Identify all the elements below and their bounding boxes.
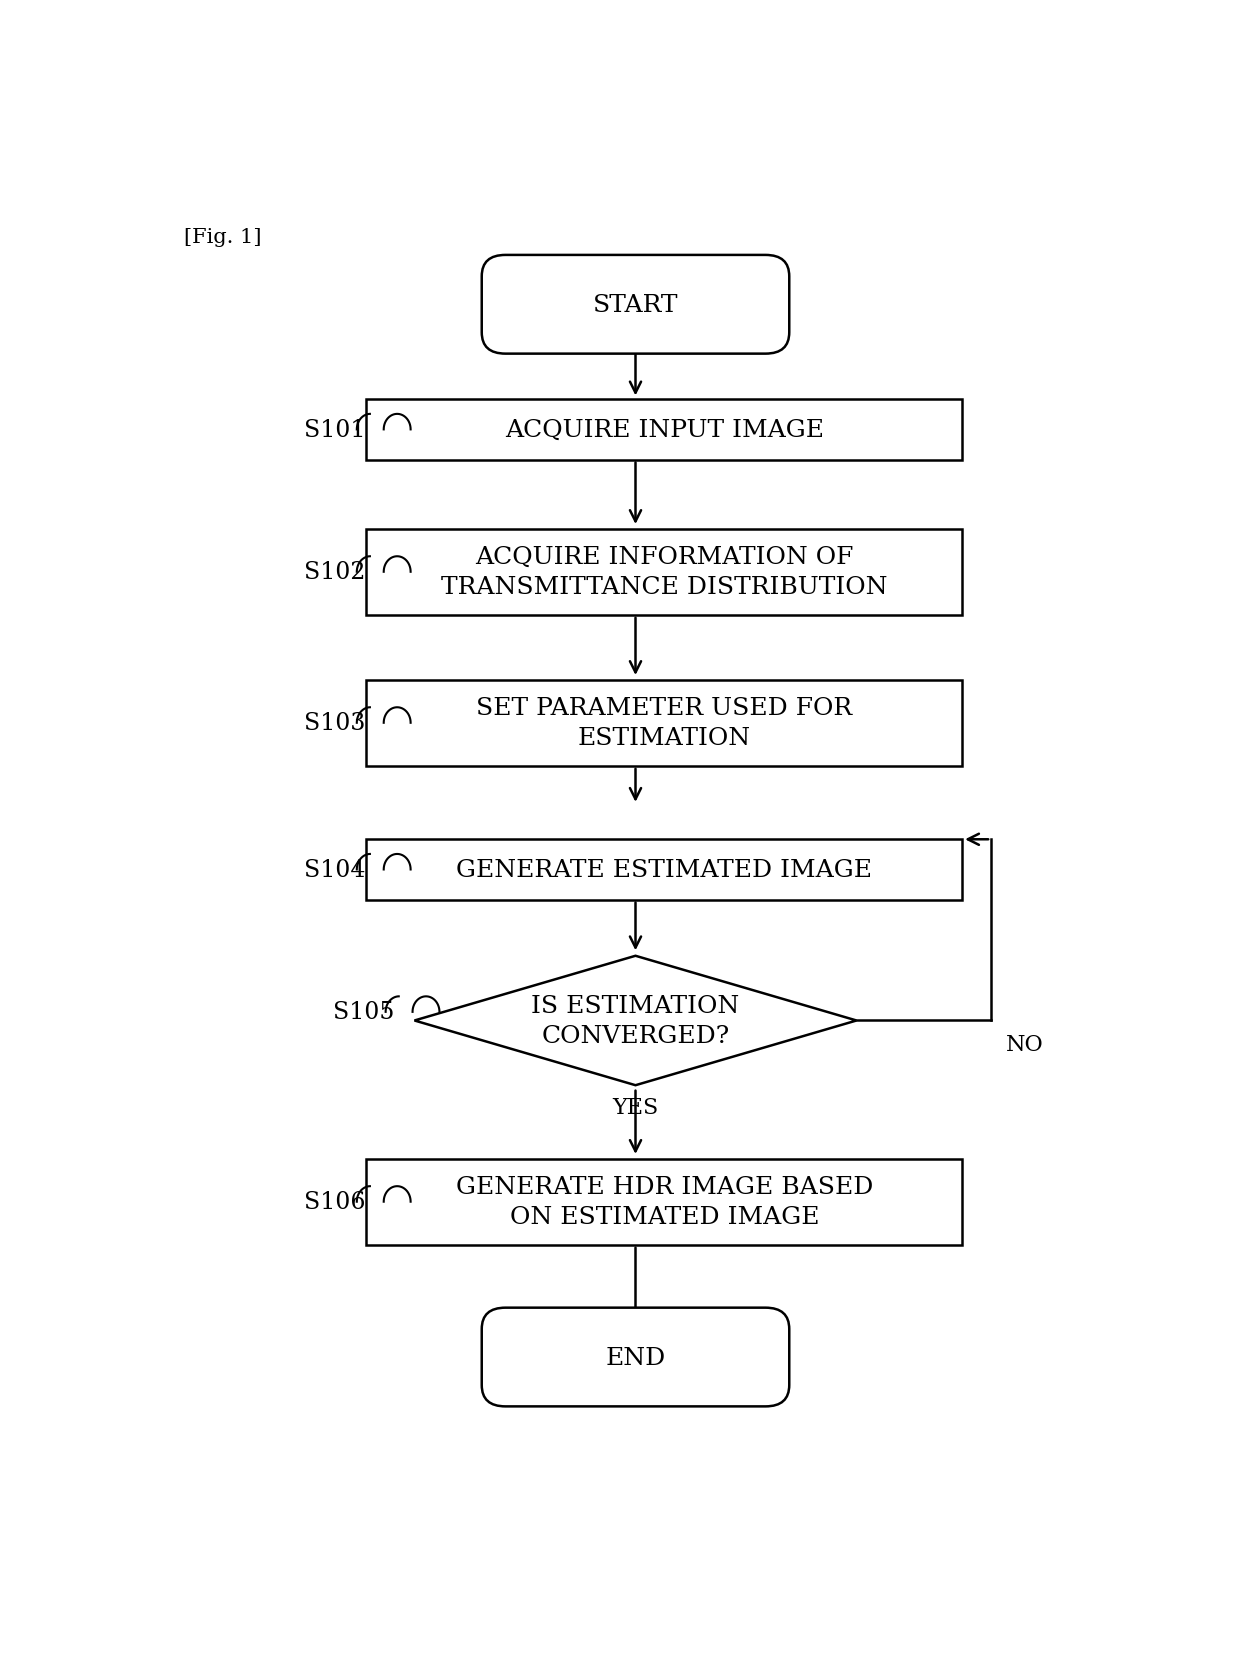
Bar — [367, 400, 962, 460]
Text: NO: NO — [1006, 1033, 1043, 1055]
Bar — [367, 529, 962, 615]
Text: YES: YES — [613, 1097, 658, 1119]
FancyBboxPatch shape — [481, 255, 789, 354]
Text: GENERATE ESTIMATED IMAGE: GENERATE ESTIMATED IMAGE — [456, 858, 872, 882]
Text: GENERATE HDR IMAGE BASED
ON ESTIMATED IMAGE: GENERATE HDR IMAGE BASED ON ESTIMATED IM… — [455, 1176, 873, 1228]
Text: [Fig. 1]: [Fig. 1] — [184, 227, 262, 247]
Polygon shape — [414, 956, 857, 1085]
Text: ACQUIRE INPUT IMAGE: ACQUIRE INPUT IMAGE — [505, 418, 823, 442]
Bar — [367, 1159, 962, 1245]
Bar — [367, 840, 962, 900]
Text: S106: S106 — [304, 1191, 366, 1213]
Text: ACQUIRE INFORMATION OF
TRANSMITTANCE DISTRIBUTION: ACQUIRE INFORMATION OF TRANSMITTANCE DIS… — [441, 546, 888, 600]
Text: IS ESTIMATION
CONVERGED?: IS ESTIMATION CONVERGED? — [532, 995, 739, 1047]
Text: END: END — [605, 1346, 666, 1369]
Bar — [367, 680, 962, 766]
Text: SET PARAMETER USED FOR
ESTIMATION: SET PARAMETER USED FOR ESTIMATION — [476, 697, 852, 749]
Text: S104: S104 — [304, 858, 366, 882]
Text: S103: S103 — [304, 712, 366, 734]
Text: S101: S101 — [304, 418, 366, 442]
Text: START: START — [593, 294, 678, 316]
Text: S105: S105 — [332, 1001, 394, 1023]
Text: S102: S102 — [304, 561, 366, 585]
FancyBboxPatch shape — [481, 1309, 789, 1406]
